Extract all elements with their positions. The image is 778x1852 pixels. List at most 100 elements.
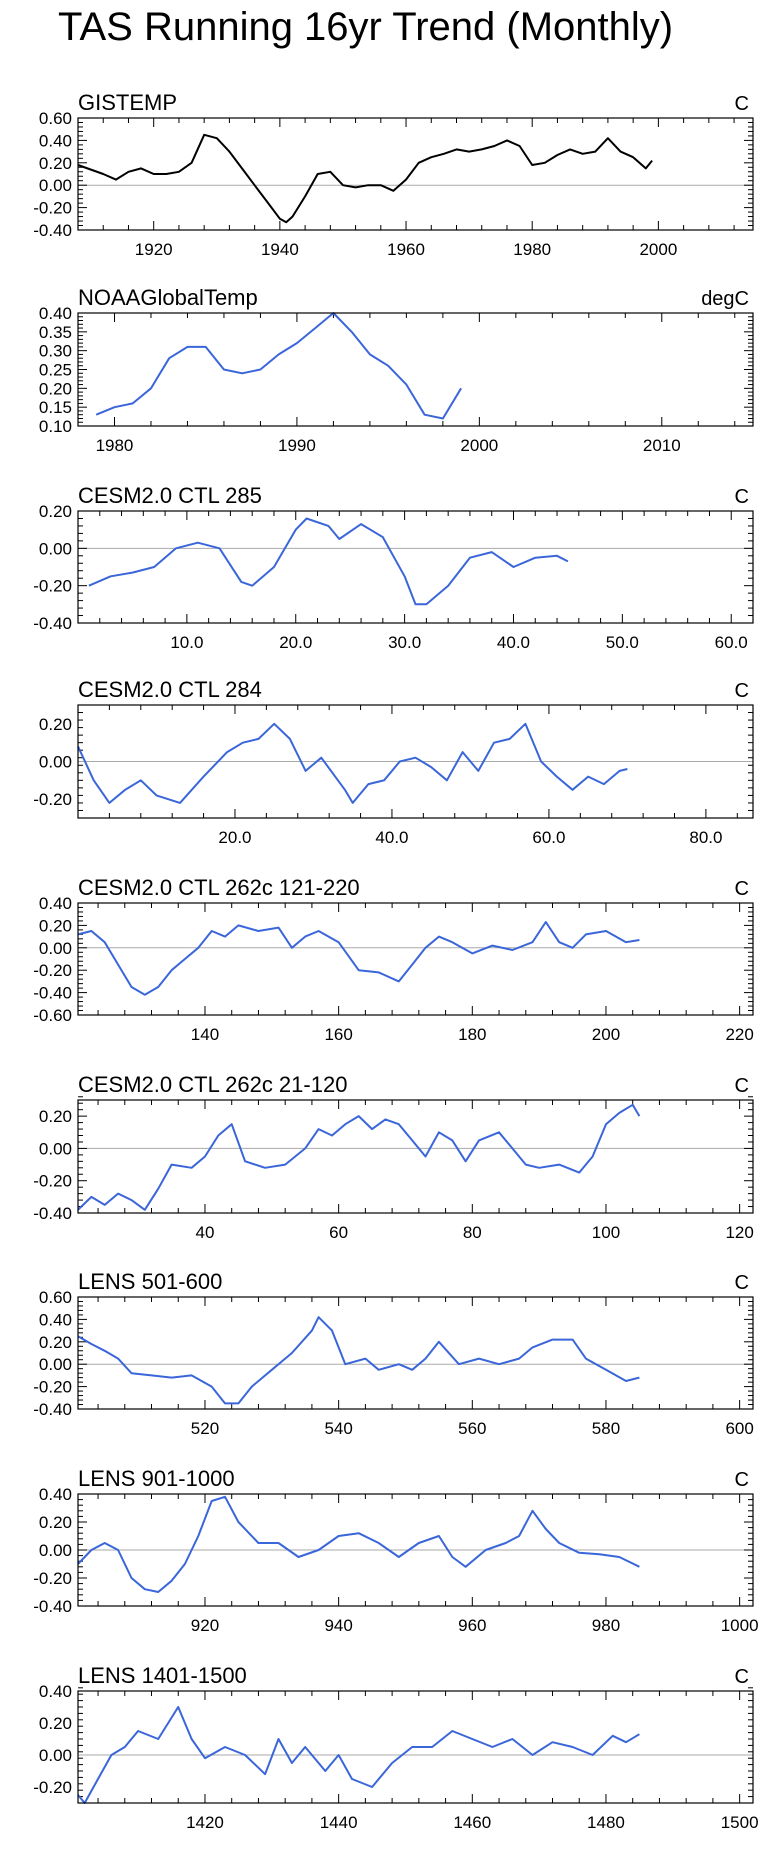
chart-panel-9: LENS 1401-1500 C 1420 1440 1460 1480 1500 -0.20… bbox=[33, 1663, 758, 1832]
plot-frame bbox=[77, 1690, 754, 1804]
panel-title: CESM2.0 CTL 285 bbox=[78, 483, 262, 508]
x-tick-label: 100 bbox=[592, 1223, 620, 1242]
y-tick-label: 0.00 bbox=[39, 1139, 72, 1158]
y-tick-label: -0.40 bbox=[33, 614, 72, 633]
y-tick-label: 0.00 bbox=[39, 176, 72, 195]
x-tick-label: 1000 bbox=[721, 1616, 759, 1635]
x-tick-label: 60 bbox=[329, 1223, 348, 1242]
panel-title: GISTEMP bbox=[78, 90, 177, 115]
x-tick-label: 1460 bbox=[453, 1813, 491, 1832]
chart-panel-1: GISTEMP C 1920 1940 1960 1980 2000 -0.40 -0.20 0.… bbox=[33, 90, 754, 259]
plot-frame bbox=[77, 1493, 754, 1607]
x-tick-label: 980 bbox=[592, 1616, 620, 1635]
y-tick-label: -0.20 bbox=[33, 790, 72, 809]
plot-frame bbox=[77, 1296, 754, 1410]
x-tick-label: 140 bbox=[191, 1025, 219, 1044]
x-tick-label: 1980 bbox=[96, 436, 134, 455]
y-tick-label: 0.00 bbox=[39, 539, 72, 558]
panel-title: CESM2.0 CTL 284 bbox=[78, 677, 262, 702]
x-tick-label: 1500 bbox=[721, 1813, 759, 1832]
x-tick-label: 180 bbox=[458, 1025, 486, 1044]
y-tick-label: 0.40 bbox=[39, 1310, 72, 1329]
x-tick-label: 920 bbox=[191, 1616, 219, 1635]
panel-units: C bbox=[735, 1469, 749, 1491]
panel-units: C bbox=[735, 1666, 749, 1688]
y-tick-label: 0.40 bbox=[39, 131, 72, 150]
x-tick-label: 40.0 bbox=[497, 633, 530, 652]
series-line bbox=[88, 517, 569, 606]
x-tick-label: 1960 bbox=[387, 240, 425, 259]
y-tick-label: 0.60 bbox=[39, 109, 72, 128]
x-tick-label: 80.0 bbox=[689, 828, 722, 847]
y-tick-label: 0.20 bbox=[39, 1714, 72, 1733]
x-tick-label: 2000 bbox=[460, 436, 498, 455]
y-tick-label: 0.20 bbox=[39, 1513, 72, 1532]
x-tick-label: 2000 bbox=[639, 240, 677, 259]
x-tick-label: 30.0 bbox=[388, 633, 421, 652]
y-tick-label: -0.40 bbox=[33, 1400, 72, 1419]
y-tick-label: 0.40 bbox=[39, 304, 72, 323]
y-tick-label: -0.40 bbox=[33, 1597, 72, 1616]
y-tick-label: 0.40 bbox=[39, 1682, 72, 1701]
chart-panel-3: CESM2.0 CTL 285 C 10.0 20.0 30.0 40.0 50.0 60.0… bbox=[33, 483, 754, 652]
y-tick-label: 0.20 bbox=[39, 916, 72, 935]
y-tick-label: 0.00 bbox=[39, 1746, 72, 1765]
x-tick-label: 40 bbox=[196, 1223, 215, 1242]
y-tick-label: -0.20 bbox=[33, 1569, 72, 1588]
x-tick-label: 520 bbox=[191, 1419, 219, 1438]
plot-frame bbox=[77, 1099, 754, 1214]
y-tick-label: -0.40 bbox=[33, 984, 72, 1003]
x-tick-label: 600 bbox=[725, 1419, 753, 1438]
chart-panel-8: LENS 901-1000 C 920 940 960 980 1000 -0.40 -0.20… bbox=[33, 1466, 758, 1635]
panel-units: C bbox=[735, 1075, 749, 1097]
x-tick-label: 580 bbox=[592, 1419, 620, 1438]
chart-panel-7: LENS 501-600 C 520 540 560 580 600 -0.40 -0.20 0.… bbox=[33, 1269, 754, 1438]
panel-title: NOAAGlobalTemp bbox=[78, 285, 258, 310]
y-tick-label: -0.20 bbox=[33, 961, 72, 980]
panel-title: LENS 901-1000 bbox=[78, 1466, 235, 1491]
x-tick-label: 20.0 bbox=[218, 828, 251, 847]
y-tick-label: 0.20 bbox=[39, 1333, 72, 1352]
y-tick-label: 0.10 bbox=[39, 417, 72, 436]
y-tick-label: 0.20 bbox=[39, 1107, 72, 1126]
y-tick-label: -0.60 bbox=[33, 1006, 72, 1025]
series-line bbox=[77, 722, 628, 804]
chart-panel-4: CESM2.0 CTL 284 C 20.0 40.0 60.0 80.0 -0.20 0.0… bbox=[33, 677, 754, 847]
x-tick-label: 1990 bbox=[278, 436, 316, 455]
series-line bbox=[77, 921, 640, 996]
panel-title: LENS 501-600 bbox=[78, 1269, 222, 1294]
x-tick-label: 40.0 bbox=[375, 828, 408, 847]
figure-title: TAS Running 16yr Trend (Monthly) bbox=[58, 5, 673, 49]
y-tick-label: 0.15 bbox=[39, 398, 72, 417]
y-tick-label: -0.20 bbox=[33, 1378, 72, 1397]
y-tick-label: -0.20 bbox=[33, 577, 72, 596]
y-tick-label: 0.00 bbox=[39, 939, 72, 958]
panel-units: C bbox=[735, 680, 749, 702]
series-line bbox=[77, 1495, 640, 1593]
y-tick-label: 0.20 bbox=[39, 502, 72, 521]
x-tick-label: 80 bbox=[463, 1223, 482, 1242]
panel-title: CESM2.0 CTL 262c 21-120 bbox=[78, 1072, 347, 1097]
x-tick-label: 1420 bbox=[186, 1813, 224, 1832]
x-tick-label: 60.0 bbox=[715, 633, 748, 652]
y-tick-label: 0.35 bbox=[39, 323, 72, 342]
panel-title: LENS 1401-1500 bbox=[78, 1663, 247, 1688]
panel-title: CESM2.0 CTL 262c 121-220 bbox=[78, 875, 360, 900]
x-tick-label: 960 bbox=[458, 1616, 486, 1635]
plot-frame bbox=[77, 312, 754, 427]
panel-units: degC bbox=[701, 288, 749, 310]
panel-units: C bbox=[735, 878, 749, 900]
y-tick-label: -0.20 bbox=[33, 1172, 72, 1191]
series-line bbox=[95, 312, 462, 420]
x-tick-label: 220 bbox=[725, 1025, 753, 1044]
y-tick-label: -0.20 bbox=[33, 1778, 72, 1797]
x-tick-label: 1920 bbox=[135, 240, 173, 259]
plot-frame bbox=[77, 117, 754, 231]
x-tick-label: 940 bbox=[324, 1616, 352, 1635]
panel-units: C bbox=[735, 93, 749, 115]
x-tick-label: 560 bbox=[458, 1419, 486, 1438]
y-tick-label: 0.00 bbox=[39, 753, 72, 772]
series-line bbox=[77, 1706, 640, 1804]
